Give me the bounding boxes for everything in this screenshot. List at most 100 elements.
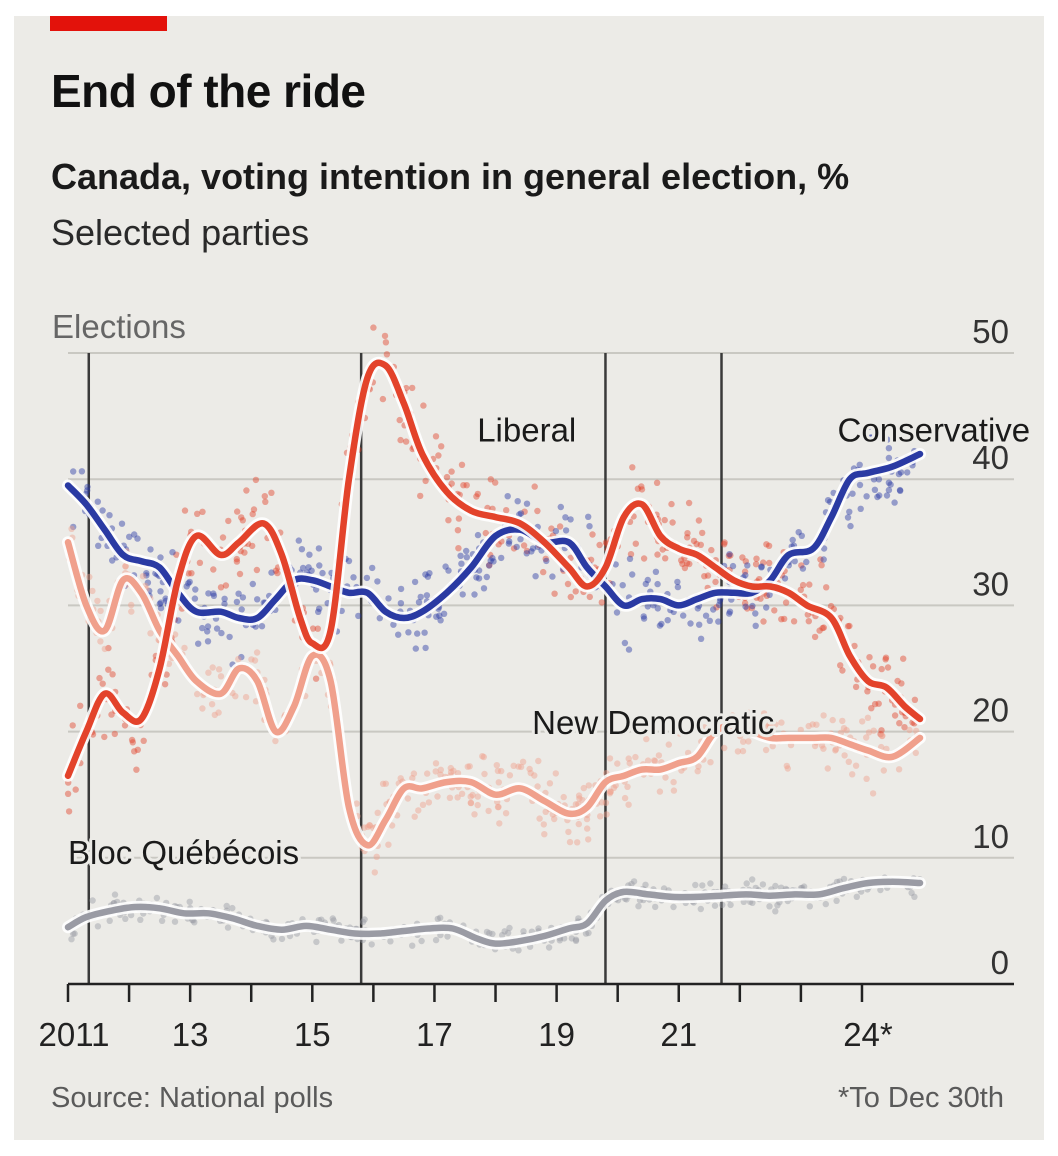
poll-dot xyxy=(693,540,700,548)
poll-dot xyxy=(233,558,241,565)
y-axis-labels: 0 10 20 30 40 50 xyxy=(972,313,1009,981)
poll-dot xyxy=(338,607,345,615)
poll-dot xyxy=(763,541,770,548)
poll-dot xyxy=(210,566,217,573)
poll-dot xyxy=(778,719,785,726)
poll-dot xyxy=(482,529,489,537)
poll-dot xyxy=(312,675,320,682)
poll-dot xyxy=(235,590,242,597)
poll-dot xyxy=(840,875,848,883)
poll-dot xyxy=(253,566,261,574)
poll-dot xyxy=(519,758,527,765)
poll-dot xyxy=(817,556,824,563)
poll-dot xyxy=(473,574,480,581)
poll-dot xyxy=(395,631,402,638)
poll-dot xyxy=(542,808,549,815)
poll-dot xyxy=(128,608,135,615)
poll-dot xyxy=(147,546,154,553)
poll-dot xyxy=(106,512,113,519)
x-tick-label: 15 xyxy=(294,1016,331,1053)
poll-dot xyxy=(809,721,816,728)
poll-dot xyxy=(695,763,702,770)
poll-dot xyxy=(105,644,112,652)
poll-dot xyxy=(891,499,898,506)
poll-dot xyxy=(217,673,225,680)
chart-note: Selected parties xyxy=(51,212,310,253)
poll-dot xyxy=(95,542,102,549)
poll-dot xyxy=(433,613,440,620)
poll-dot xyxy=(319,569,326,577)
poll-dot xyxy=(784,765,791,772)
poll-dot xyxy=(134,535,141,542)
poll-dot xyxy=(490,558,497,565)
series-line-liberal xyxy=(64,359,924,780)
poll-dot xyxy=(851,642,858,650)
poll-dot xyxy=(561,935,568,942)
poll-dot xyxy=(485,562,493,569)
poll-dot xyxy=(900,655,907,662)
poll-dot xyxy=(475,575,483,582)
poll-dot xyxy=(97,607,104,615)
poll-dot xyxy=(469,791,476,799)
poll-dot xyxy=(450,767,457,774)
poll-dot xyxy=(638,486,646,493)
poll-dot xyxy=(574,839,581,846)
poll-dot xyxy=(626,555,634,562)
poll-dot xyxy=(355,612,362,620)
poll-dot xyxy=(425,799,433,806)
poll-dot xyxy=(454,794,461,801)
poll-dot xyxy=(799,581,807,589)
poll-dot xyxy=(585,782,592,789)
poll-dot xyxy=(879,732,886,739)
poll-dot xyxy=(446,794,454,801)
poll-dot xyxy=(210,590,217,597)
poll-dot xyxy=(626,759,633,767)
poll-dot xyxy=(896,720,903,727)
poll-dot xyxy=(418,937,425,945)
brand-accent-bar xyxy=(50,16,167,31)
poll-dot xyxy=(64,790,72,797)
poll-dot xyxy=(885,486,893,494)
poll-dot xyxy=(758,564,765,571)
poll-dot xyxy=(607,788,614,795)
poll-dot xyxy=(118,520,126,527)
chart-card: End of the ride Canada, voting intention… xyxy=(14,16,1044,1140)
poll-dot xyxy=(820,745,827,752)
poll-dot xyxy=(517,510,525,517)
poll-dot xyxy=(515,763,522,770)
poll-dot xyxy=(852,762,860,769)
poll-dot xyxy=(763,604,770,611)
poll-dot xyxy=(454,770,462,777)
poll-dot xyxy=(564,580,572,588)
poll-dot xyxy=(711,902,719,909)
poll-dot xyxy=(864,714,872,721)
poll-dot xyxy=(762,746,770,754)
poll-dot xyxy=(764,723,772,730)
poll-dot xyxy=(606,755,614,762)
poll-dot xyxy=(772,908,779,915)
poll-dot xyxy=(668,500,675,508)
poll-dot xyxy=(744,605,751,612)
poll-dot xyxy=(199,508,206,515)
poll-dot xyxy=(261,493,268,500)
poll-dot xyxy=(236,570,244,578)
poll-dot xyxy=(506,924,513,932)
poll-dot xyxy=(684,534,691,541)
poll-dot xyxy=(432,768,439,775)
poll-dot xyxy=(697,635,705,642)
poll-dot xyxy=(629,571,636,578)
poll-dot xyxy=(742,571,749,579)
poll-dot xyxy=(749,602,756,610)
election-lines: Elections xyxy=(52,308,723,984)
poll-dot xyxy=(542,555,549,562)
poll-dot xyxy=(818,562,825,569)
poll-dot xyxy=(234,508,241,515)
poll-dot xyxy=(783,762,790,770)
poll-dot xyxy=(444,933,451,940)
poll-dot xyxy=(414,630,421,637)
poll-dot xyxy=(678,557,685,564)
poll-dot xyxy=(684,530,691,537)
poll-dot xyxy=(811,742,819,750)
poll-dot xyxy=(147,630,154,637)
